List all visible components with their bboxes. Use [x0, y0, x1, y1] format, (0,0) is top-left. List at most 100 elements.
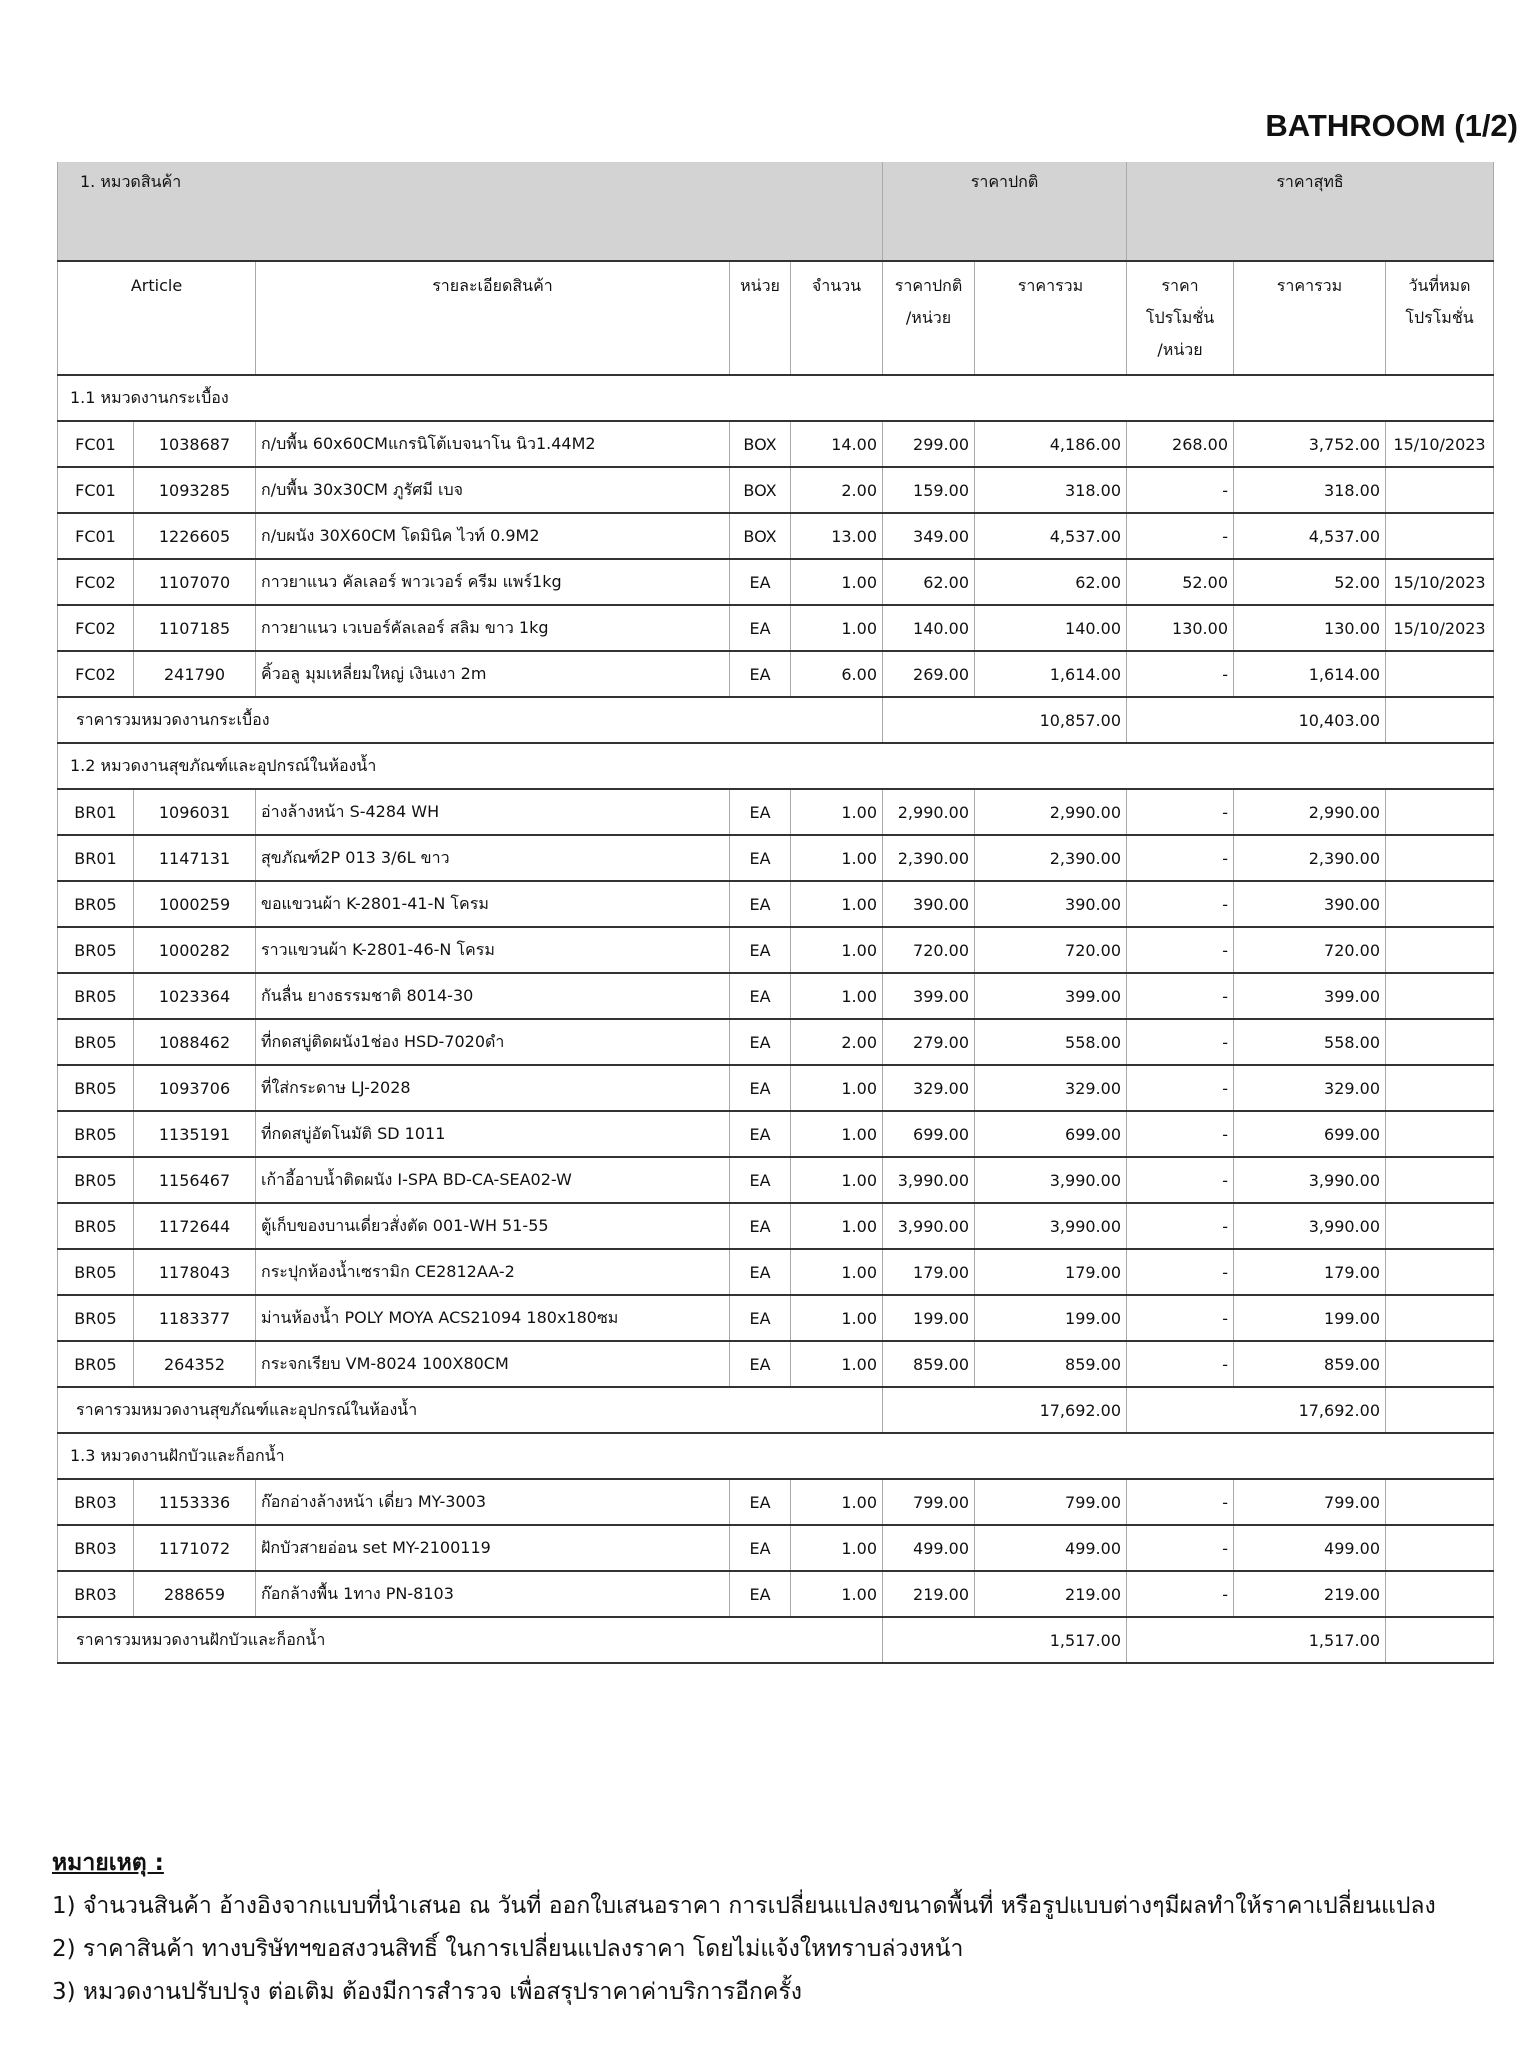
cell: 499.00 — [1233, 1525, 1386, 1572]
cell: EA — [729, 1249, 791, 1296]
cell: ขอแขวนผ้า K-2801-41-N โครม — [255, 881, 730, 928]
header-cell: ราคาปกติ — [882, 162, 1127, 262]
cell: EA — [729, 605, 791, 652]
cell: - — [1126, 1157, 1234, 1204]
cell: ก๊อกล้างพื้น 1ทาง PN-8103 — [255, 1571, 730, 1618]
cell: 1093706 — [133, 1065, 256, 1112]
cell: 1147131 — [133, 835, 256, 882]
cell: ตู้เก็บของบานเดี่ยวสั่งตัด 001-WH 51-55 — [255, 1203, 730, 1250]
cell: 2.00 — [790, 467, 883, 514]
item-row: BR05 264352 กระจกเรียบ VM-8024 100X80CM EA 1… — [57, 1341, 1495, 1388]
section-row: 1.3 หมวดงานฝักบัวและก็อกน้ำ — [56, 1433, 1495, 1480]
cell: 1.00 — [790, 927, 883, 974]
column-header: จำนวน — [790, 261, 883, 376]
cell: 52.00 — [1126, 559, 1234, 606]
cell: BOX — [729, 467, 791, 514]
item-row: FC01 1038687 ก/บพื้น 60x60CMแกรนิโต้เบจนาโ… — [57, 421, 1495, 468]
cell: EA — [729, 1157, 791, 1204]
cell: 14.00 — [790, 421, 883, 468]
subtotal-row: ราคารวมหมวดงานฝักบัวและก็อกน้ำ 1,517.00 1,… — [57, 1617, 1495, 1664]
header-line: รายละเอียดสินค้า — [432, 276, 553, 295]
cell — [1384, 1249, 1495, 1296]
cell: 1.00 — [790, 1525, 883, 1572]
cell: BR05 — [57, 1341, 134, 1388]
cell: 558.00 — [974, 1019, 1127, 1066]
cell: 1.00 — [790, 605, 883, 652]
cell: 1153336 — [133, 1479, 256, 1526]
cell: ที่ใส่กระดาษ LJ-2028 — [255, 1065, 730, 1112]
cell — [1384, 1571, 1495, 1618]
note-item: 3) หมวดงานปรับปรุง ต่อเติม ต้องมีการสำรว… — [52, 1979, 802, 2005]
cell: ที่กดสบู่ติดผนัง1ช่อง HSD-7020ดำ — [255, 1019, 730, 1066]
cell: 399.00 — [1233, 973, 1386, 1020]
cell: 15/10/2023 — [1384, 559, 1495, 606]
cell: 349.00 — [882, 513, 975, 560]
cell: FC01 — [57, 421, 134, 468]
cell: 268.00 — [1126, 421, 1234, 468]
cell: 1.00 — [790, 973, 883, 1020]
cell: 859.00 — [882, 1341, 975, 1388]
cell: 1096031 — [133, 789, 256, 836]
cell — [1384, 1479, 1495, 1526]
header-cell: ราคาสุทธิ — [1125, 162, 1495, 262]
cell: 140.00 — [974, 605, 1127, 652]
item-row: BR05 1023364 กันลื่น ยางธรรมชาติ 8014-30 EA… — [57, 973, 1495, 1020]
cell: - — [1126, 1341, 1234, 1388]
cell: 10,403.00 — [1126, 697, 1386, 744]
cell: EA — [729, 1203, 791, 1250]
cell: 1,517.00 — [882, 1617, 1127, 1664]
header-line: ราคารวม — [1276, 276, 1343, 295]
cell: - — [1126, 1295, 1234, 1342]
cell — [1384, 513, 1495, 560]
subtotal-label: ราคารวมหมวดงานกระเบื้อง — [57, 697, 883, 744]
item-row: FC01 1226605 ก/บผนัง 30X60CM โดมินิค ไวท์ … — [57, 513, 1495, 560]
cell — [1384, 1295, 1495, 1342]
cell: 1093285 — [133, 467, 256, 514]
cell: FC01 — [57, 513, 134, 560]
cell: BOX — [729, 513, 791, 560]
cell: BR01 — [57, 789, 134, 836]
cell — [1384, 1065, 1495, 1112]
cell: 264352 — [133, 1341, 256, 1388]
note-item: 1) จำนวนสินค้า อ้างอิงจากแบบที่นำเสนอ ณ … — [52, 1893, 1436, 1919]
cell: BR05 — [57, 973, 134, 1020]
header-line: จำนวน — [811, 276, 862, 295]
cell: EA — [729, 1065, 791, 1112]
cell: - — [1126, 789, 1234, 836]
cell: 219.00 — [1233, 1571, 1386, 1618]
cell: 558.00 — [1233, 1019, 1386, 1066]
cell: - — [1126, 467, 1234, 514]
item-row: FC02 1107070 กาวยาแนว คัลเลอร์ พาวเวอร์ คร… — [57, 559, 1495, 606]
item-row: BR05 1183377 ม่านห้องน้ำ POLY MOYA ACS2109… — [57, 1295, 1495, 1342]
item-row: BR03 1171072 ฝักบัวสายอ่อน set MY-2100119 E… — [57, 1525, 1495, 1572]
cell: 3,990.00 — [1233, 1203, 1386, 1250]
cell: EA — [729, 1111, 791, 1158]
cell: 699.00 — [974, 1111, 1127, 1158]
cell: 859.00 — [974, 1341, 1127, 1388]
cell: 1.00 — [790, 1249, 883, 1296]
item-row: FC01 1093285 ก/บพื้น 30x30CM ภูรัศมี เบจ BO… — [57, 467, 1495, 514]
cell: 1.00 — [790, 835, 883, 882]
price-table: 1. หมวดสินค้า ราคาปกติ ราคาสุทธิ Article ราย… — [56, 162, 1495, 1664]
cell: BR05 — [57, 1111, 134, 1158]
item-row: BR03 288659 ก๊อกล้างพื้น 1ทาง PN-8103 EA 1.0… — [57, 1571, 1495, 1618]
cell: BOX — [729, 421, 791, 468]
notes-heading: หมายเหตุ : — [52, 1850, 164, 1876]
cell: 390.00 — [1233, 881, 1386, 928]
cell: 4,537.00 — [974, 513, 1127, 560]
cell: 329.00 — [882, 1065, 975, 1112]
cell: - — [1126, 881, 1234, 928]
cell: - — [1126, 1065, 1234, 1112]
cell: 179.00 — [974, 1249, 1127, 1296]
header-line: ราคา — [1161, 276, 1199, 295]
cell: 2,990.00 — [1233, 789, 1386, 836]
cell: 3,990.00 — [882, 1203, 975, 1250]
column-header: หน่วย — [729, 261, 791, 376]
cell: 1088462 — [133, 1019, 256, 1066]
cell: 3,752.00 — [1233, 421, 1386, 468]
cell: BR05 — [57, 927, 134, 974]
cell: 1.00 — [790, 1341, 883, 1388]
cell: EA — [729, 1479, 791, 1526]
cell: 1.00 — [790, 1295, 883, 1342]
cell — [1384, 1387, 1495, 1434]
